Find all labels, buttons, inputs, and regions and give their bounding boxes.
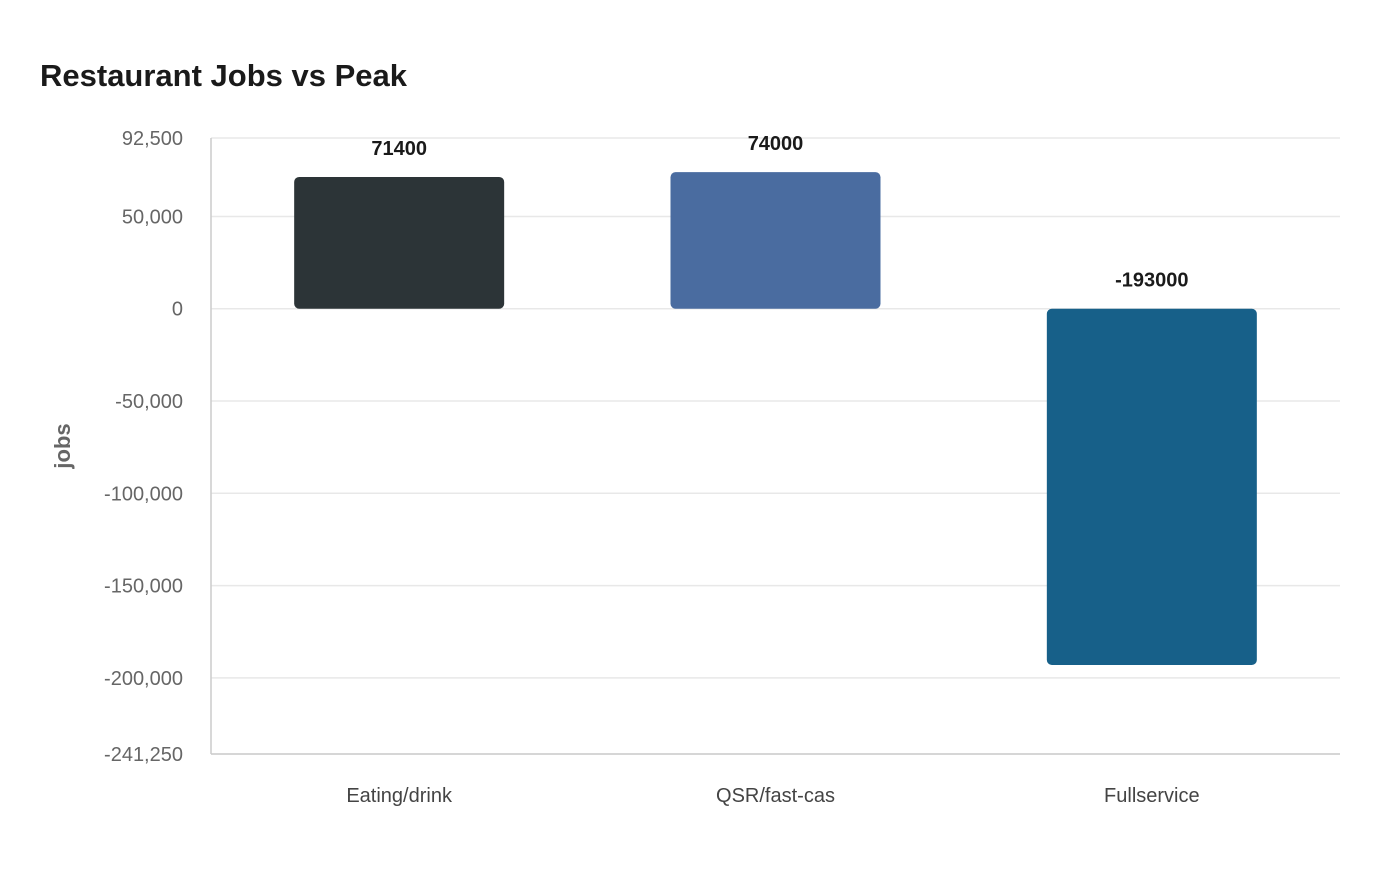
- y-tick-label: -150,000: [104, 576, 183, 598]
- y-tick-label: 92,500: [122, 128, 183, 150]
- data-label: 71400: [371, 138, 427, 160]
- bar: [670, 172, 881, 309]
- x-tick-label: Fullservice: [1104, 785, 1200, 807]
- data-label: 74000: [748, 133, 804, 155]
- x-tick-label: Eating/drink: [346, 785, 453, 807]
- data-label: -193000: [1115, 270, 1188, 292]
- bar: [1046, 308, 1257, 665]
- y-tick-label: -241,250: [104, 744, 183, 766]
- bar: [294, 176, 505, 309]
- chart-title: Restaurant Jobs vs Peak: [40, 58, 408, 93]
- y-tick-label: -50,000: [115, 391, 183, 413]
- y-tick-label: -200,000: [104, 668, 183, 690]
- y-tick-label: -100,000: [104, 483, 183, 505]
- y-tick-label: 0: [172, 299, 183, 321]
- y-axis-title: jobs: [50, 423, 75, 469]
- x-tick-label: QSR/fast-cas: [716, 785, 835, 807]
- y-tick-label: 50,000: [122, 206, 183, 228]
